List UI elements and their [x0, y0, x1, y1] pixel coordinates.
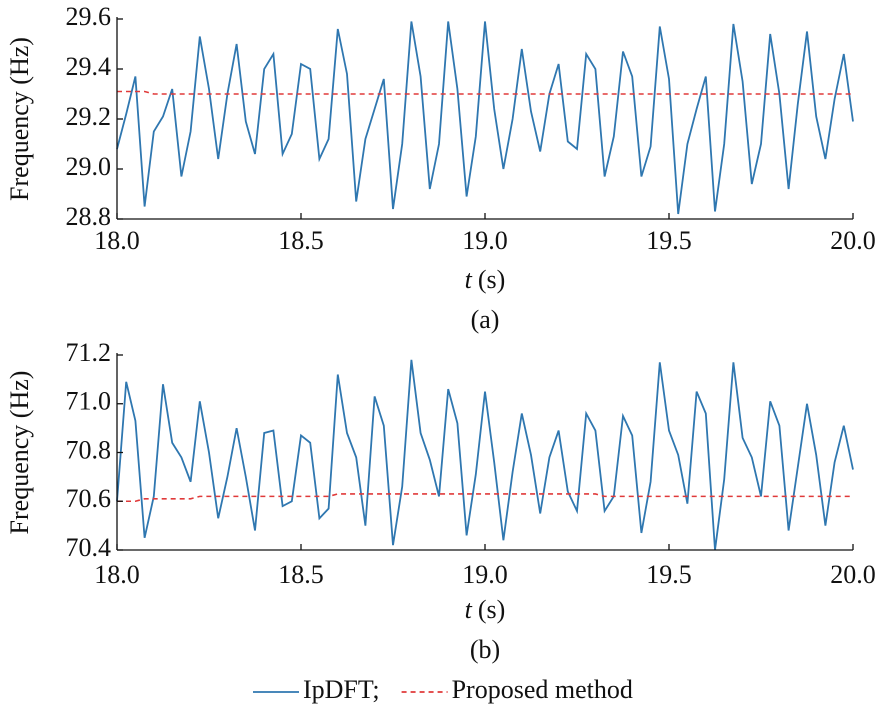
caption: (b)	[470, 635, 500, 664]
y-tick-label: 70.8	[66, 435, 112, 464]
x-tick-label: 19.5	[646, 560, 692, 589]
x-tick-label: 19.5	[646, 226, 692, 255]
x-axis-unit: (s)	[478, 595, 505, 624]
x-axis-unit: (s)	[478, 265, 505, 294]
x-tick-label: 18.0	[94, 226, 140, 255]
y-axis-label: Frequency (Hz)	[5, 371, 34, 535]
dashed-line	[117, 493, 853, 503]
x-axis-label: t (s)	[465, 265, 506, 294]
y-tick-label: 29.0	[66, 152, 112, 181]
x-tick-label: 18.5	[278, 560, 324, 589]
y-tick-label: 29.2	[66, 102, 112, 131]
x-tick-label: 19.0	[462, 560, 508, 589]
x-axis-variable: t	[465, 265, 473, 294]
y-tick-label: 71.2	[66, 338, 112, 367]
x-tick-label: 19.0	[462, 226, 508, 255]
y-tick-label: 70.4	[66, 533, 112, 562]
x-tick-label: 18.0	[94, 560, 140, 589]
legend-label: Proposed method	[452, 675, 633, 704]
x-tick-label: 20.0	[830, 560, 876, 589]
data-line	[116, 21, 854, 215]
y-axis-label: Frequency (Hz)	[5, 37, 34, 201]
legend-label: IpDFT;	[303, 675, 380, 704]
y-tick-label: 29.6	[66, 2, 112, 31]
x-axis-label: t (s)	[465, 595, 506, 624]
caption: (a)	[471, 305, 500, 334]
y-tick-label: 71.0	[66, 387, 112, 416]
x-tick-label: 18.5	[278, 226, 324, 255]
x-axis-variable: t	[465, 595, 473, 624]
y-tick-label: 29.4	[66, 52, 112, 81]
y-tick-label: 28.8	[66, 202, 112, 231]
x-tick-label: 20.0	[830, 226, 876, 255]
dashed-line	[117, 90, 853, 95]
y-tick-label: 70.6	[66, 484, 112, 513]
data-line	[116, 359, 854, 551]
